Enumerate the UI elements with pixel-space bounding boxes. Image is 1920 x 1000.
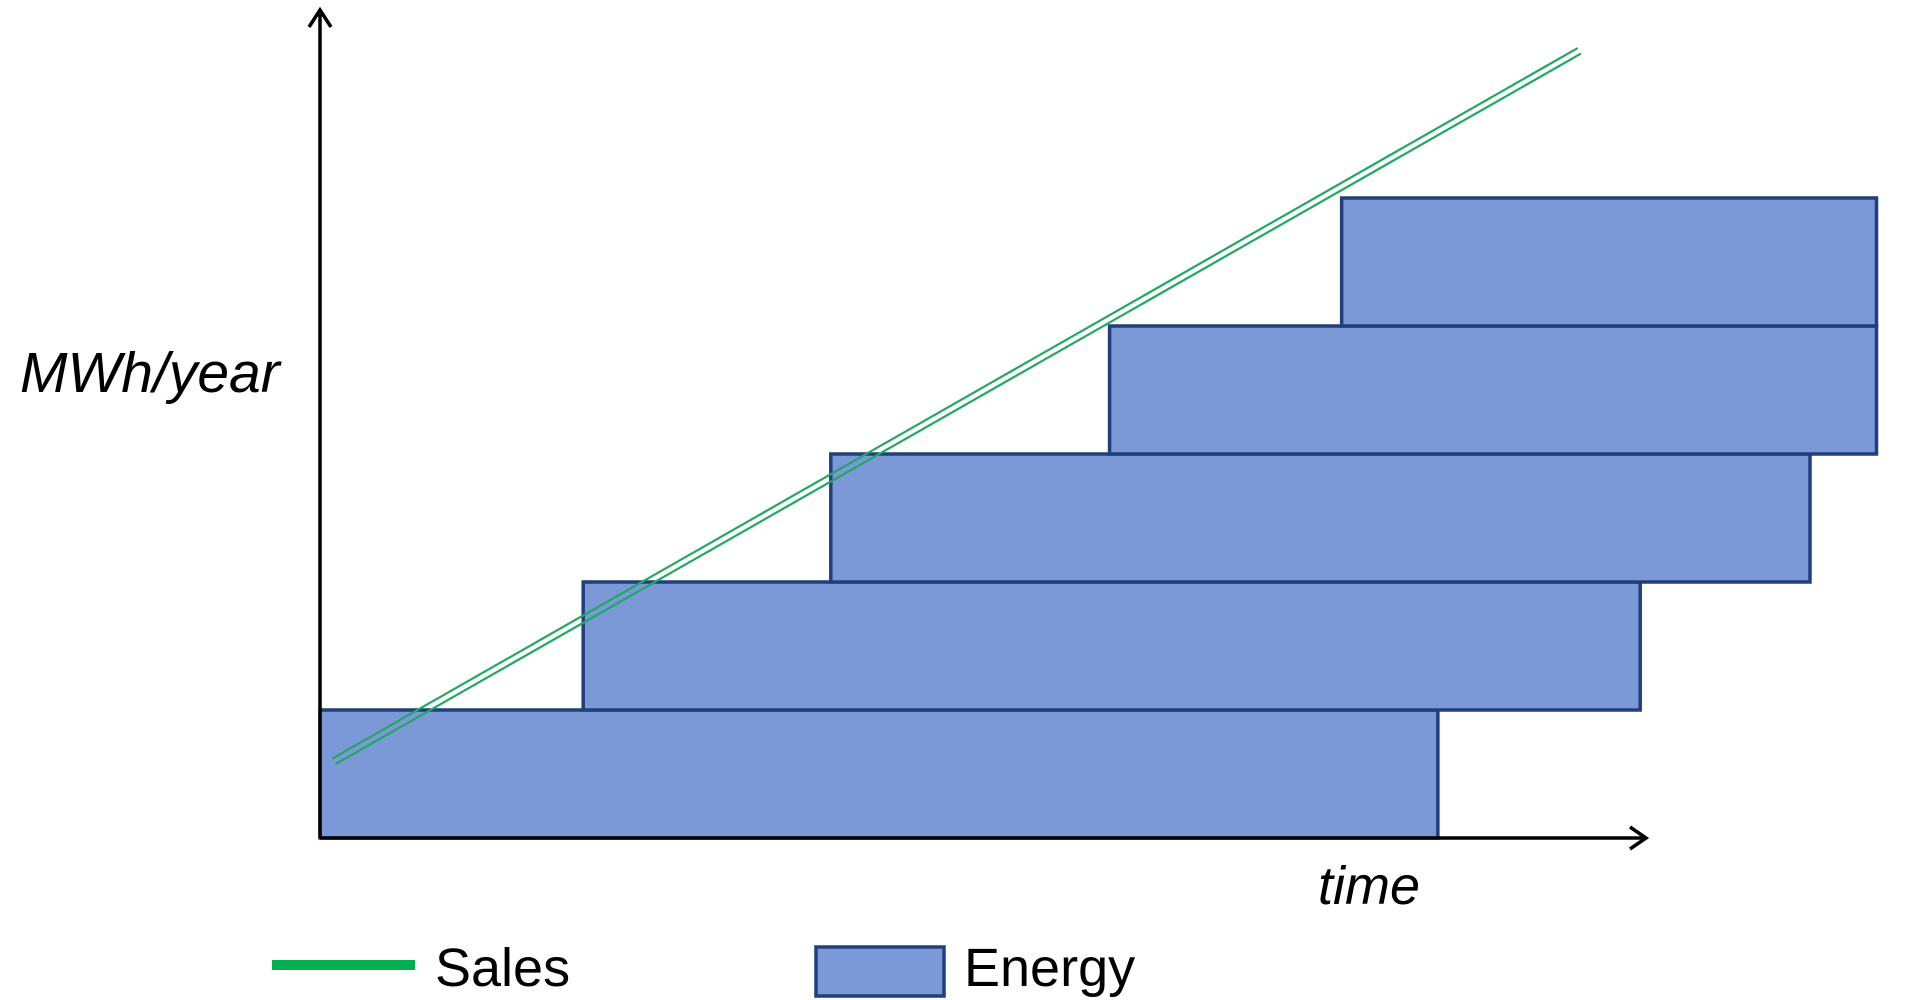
- legend-sales-label: Sales: [435, 938, 570, 998]
- y-axis-arrowhead: [307, 6, 333, 28]
- sales-line-lower: [332, 47, 1579, 760]
- energy-block-2: [581, 580, 1642, 712]
- energy-blocks: [318, 196, 1879, 840]
- y-axis-label: MWh/year: [20, 341, 282, 405]
- legend-energy-swatch: [814, 945, 946, 998]
- legend-energy-label: Energy: [964, 938, 1135, 998]
- sales-series: [332, 47, 1582, 765]
- x-axis-arrowhead: [1629, 825, 1650, 851]
- sales-line-upper: [335, 52, 1582, 765]
- axes: [307, 6, 1650, 851]
- energy-block-1: [318, 708, 1440, 840]
- energy-block-4: [1107, 324, 1879, 456]
- x-axis-label: time: [1318, 856, 1420, 916]
- energy-block-5: [1339, 196, 1879, 328]
- legend: Sales Energy: [272, 938, 1135, 998]
- energy-block-3: [829, 452, 1812, 584]
